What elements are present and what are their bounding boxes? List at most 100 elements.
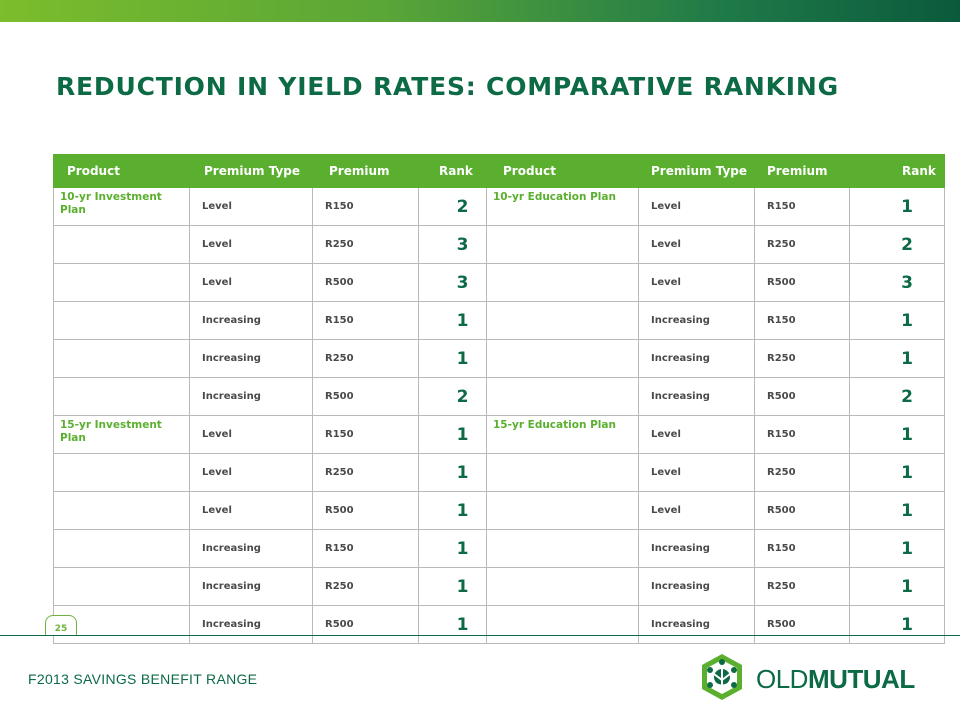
table-row: Increasing R500 2 Increasing R500 2 [53, 378, 945, 416]
logo-text-bold: MUTUAL [807, 664, 915, 694]
left-product-cell [53, 378, 190, 416]
right-rank-cell: 1 [850, 568, 945, 606]
left-premium-cell: R250 [313, 454, 419, 492]
right-premium-cell: R150 [755, 188, 850, 226]
table-header-row: Product Premium Type Premium Rank Produc… [53, 154, 945, 188]
ranking-table: Product Premium Type Premium Rank Produc… [53, 154, 945, 644]
right-product-cell [487, 378, 639, 416]
table-row: 15-yr Investment Plan Level R150 1 15-yr Edu… [53, 416, 945, 454]
left-rank-cell: 1 [419, 302, 487, 340]
left-premium-type-cell: Level [190, 226, 313, 264]
table-row: Level R500 1 Level R500 1 [53, 492, 945, 530]
left-premium-type-cell: Increasing [190, 340, 313, 378]
right-product-cell: 10-yr Education Plan [487, 188, 639, 226]
right-rank-cell: 1 [850, 302, 945, 340]
left-premium-type-cell: Level [190, 264, 313, 302]
left-product-cell: 10-yr Investment Plan [53, 188, 190, 226]
left-product-cell [53, 568, 190, 606]
footer-divider [0, 635, 960, 636]
table-row: 10-yr Investment Plan Level R150 2 10-yr Edu… [53, 188, 945, 226]
left-product-cell [53, 226, 190, 264]
right-product-cell: 15-yr Education Plan [487, 416, 639, 454]
left-rank-cell: 1 [419, 568, 487, 606]
left-premium-cell: R150 [313, 416, 419, 454]
left-product-cell [53, 492, 190, 530]
page-number: 25 [54, 624, 68, 634]
right-premium-cell: R500 [755, 492, 850, 530]
header-premium-type: Premium Type [639, 154, 755, 188]
right-rank-cell: 1 [850, 416, 945, 454]
right-premium-type-cell: Level [639, 492, 755, 530]
right-premium-cell: R150 [755, 416, 850, 454]
left-premium-cell: R250 [313, 568, 419, 606]
header-premium: Premium [313, 154, 419, 188]
right-rank-cell: 3 [850, 264, 945, 302]
right-rank-cell: 1 [850, 188, 945, 226]
right-premium-type-cell: Increasing [639, 530, 755, 568]
right-premium-type-cell: Increasing [639, 302, 755, 340]
footer-text: F2013 SAVINGS BENEFIT RANGE [28, 671, 258, 687]
right-rank-cell: 1 [850, 340, 945, 378]
right-premium-type-cell: Level [639, 454, 755, 492]
right-premium-cell: R250 [755, 226, 850, 264]
table-row: Increasing R150 1 Increasing R150 1 [53, 302, 945, 340]
left-premium-cell: R500 [313, 264, 419, 302]
table-row: Increasing R500 1 Increasing R500 1 [53, 606, 945, 644]
right-premium-cell: R250 [755, 568, 850, 606]
right-product-cell [487, 226, 639, 264]
header-rank: Rank [850, 154, 945, 188]
right-premium-type-cell: Level [639, 226, 755, 264]
table-row: Increasing R150 1 Increasing R150 1 [53, 530, 945, 568]
left-premium-cell: R500 [313, 492, 419, 530]
left-premium-cell: R150 [313, 302, 419, 340]
left-premium-cell: R150 [313, 188, 419, 226]
right-premium-type-cell: Level [639, 416, 755, 454]
page-title: REDUCTION IN YIELD RATES: COMPARATIVE RA… [56, 72, 839, 101]
right-premium-cell: R500 [755, 264, 850, 302]
left-premium-type-cell: Increasing [190, 378, 313, 416]
right-product-cell [487, 492, 639, 530]
right-premium-cell: R250 [755, 340, 850, 378]
left-premium-cell: R500 [313, 378, 419, 416]
left-rank-cell: 2 [419, 378, 487, 416]
right-premium-cell: R150 [755, 530, 850, 568]
old-mutual-logo: OLDMUTUAL [698, 652, 922, 704]
right-rank-cell: 1 [850, 530, 945, 568]
right-premium-type-cell: Level [639, 188, 755, 226]
right-premium-type-cell: Increasing [639, 568, 755, 606]
page-number-tab: 25 [45, 615, 77, 636]
left-premium-type-cell: Increasing [190, 568, 313, 606]
left-premium-type-cell: Increasing [190, 606, 313, 644]
right-rank-cell: 2 [850, 226, 945, 264]
left-rank-cell: 2 [419, 188, 487, 226]
left-premium-cell: R250 [313, 340, 419, 378]
header-product: Product [53, 154, 190, 188]
right-product-cell [487, 568, 639, 606]
table-row: Level R500 3 Level R500 3 [53, 264, 945, 302]
left-product-cell [53, 530, 190, 568]
old-mutual-tree-icon [702, 654, 742, 700]
left-premium-type-cell: Increasing [190, 530, 313, 568]
right-product-cell [487, 340, 639, 378]
right-premium-type-cell: Increasing [639, 340, 755, 378]
left-premium-cell: R500 [313, 606, 419, 644]
table-row: Level R250 1 Level R250 1 [53, 454, 945, 492]
right-product-cell [487, 454, 639, 492]
right-rank-cell: 1 [850, 492, 945, 530]
right-premium-type-cell: Level [639, 264, 755, 302]
right-premium-cell: R500 [755, 606, 850, 644]
right-premium-type-cell: Increasing [639, 378, 755, 416]
left-rank-cell: 1 [419, 530, 487, 568]
right-product-cell [487, 530, 639, 568]
table-row: Increasing R250 1 Increasing R250 1 [53, 340, 945, 378]
right-product-cell [487, 264, 639, 302]
left-product-cell [53, 264, 190, 302]
left-rank-cell: 1 [419, 606, 487, 644]
left-rank-cell: 1 [419, 340, 487, 378]
left-product-cell [53, 302, 190, 340]
header-rank: Rank [419, 154, 487, 188]
right-premium-type-cell: Increasing [639, 606, 755, 644]
left-product-cell [53, 454, 190, 492]
table-row: Level R250 3 Level R250 2 [53, 226, 945, 264]
header-premium: Premium [755, 154, 850, 188]
